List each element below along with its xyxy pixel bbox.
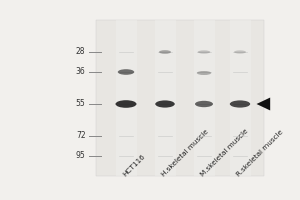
Text: 95: 95	[76, 152, 85, 160]
Bar	[230, 20, 250, 176]
Ellipse shape	[230, 100, 250, 108]
Ellipse shape	[155, 100, 175, 108]
Ellipse shape	[195, 101, 213, 107]
Ellipse shape	[198, 50, 210, 54]
Bar	[96, 20, 264, 176]
Ellipse shape	[197, 71, 211, 75]
Text: M.skeletal muscle: M.skeletal muscle	[200, 128, 250, 178]
Ellipse shape	[116, 100, 136, 108]
Bar	[154, 20, 176, 176]
Text: R.skeletal muscle: R.skeletal muscle	[236, 129, 285, 178]
Ellipse shape	[118, 69, 134, 75]
Text: HCT116: HCT116	[122, 153, 146, 178]
Text: 72: 72	[76, 132, 86, 140]
Text: 55: 55	[76, 99, 85, 108]
Bar	[116, 20, 136, 176]
Ellipse shape	[234, 50, 246, 54]
Text: 36: 36	[76, 68, 85, 76]
Ellipse shape	[159, 50, 171, 54]
Bar	[194, 20, 214, 176]
Polygon shape	[256, 98, 270, 110]
Text: 28: 28	[76, 47, 86, 56]
Text: H.skeletal muscle: H.skeletal muscle	[161, 129, 210, 178]
